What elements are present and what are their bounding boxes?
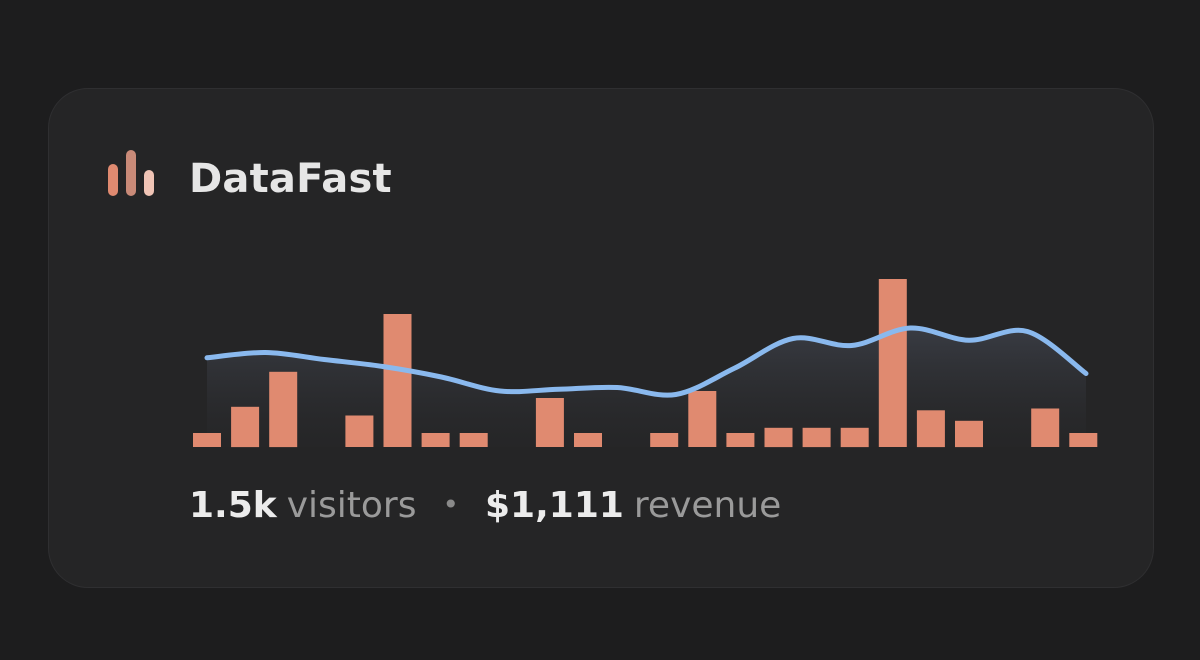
logo-bar-left [108, 164, 118, 196]
chart-bar [726, 433, 755, 447]
chart-area-fill [207, 327, 1086, 447]
revenue-amount: $1,111 [485, 485, 624, 526]
chart-bar [1069, 433, 1098, 447]
chart-bar [345, 415, 374, 447]
visitors-count: 1.5k [189, 485, 277, 526]
chart-series-line [204, 325, 1089, 398]
chart-bar [421, 433, 450, 447]
chart-bar [840, 427, 869, 448]
chart-bar [383, 314, 412, 447]
chart-bar [878, 279, 907, 447]
visitors-label: visitors [286, 485, 417, 526]
chart-bar [459, 433, 488, 447]
chart-bar [916, 410, 945, 448]
chart-bar [574, 433, 602, 447]
stats-summary: 1.5k visitors • $1,111 revenue [189, 478, 781, 534]
chart-bar [269, 371, 298, 448]
chart-bar [764, 427, 793, 448]
chart-bar [193, 433, 221, 447]
brand-name: DataFast [189, 156, 392, 202]
logo-bar-middle [126, 150, 136, 196]
chart-bar [1031, 408, 1060, 447]
chart-bar [955, 420, 983, 448]
chart-bar [802, 427, 831, 448]
bar-chart-logo-icon [108, 150, 154, 196]
stats-separator: • [442, 488, 459, 521]
revenue-label: revenue [633, 485, 782, 526]
chart-bar [535, 398, 564, 447]
chart-bar [650, 433, 679, 447]
chart-bar [688, 391, 717, 447]
logo-bar-right [144, 170, 154, 196]
chart-bar [231, 406, 260, 448]
